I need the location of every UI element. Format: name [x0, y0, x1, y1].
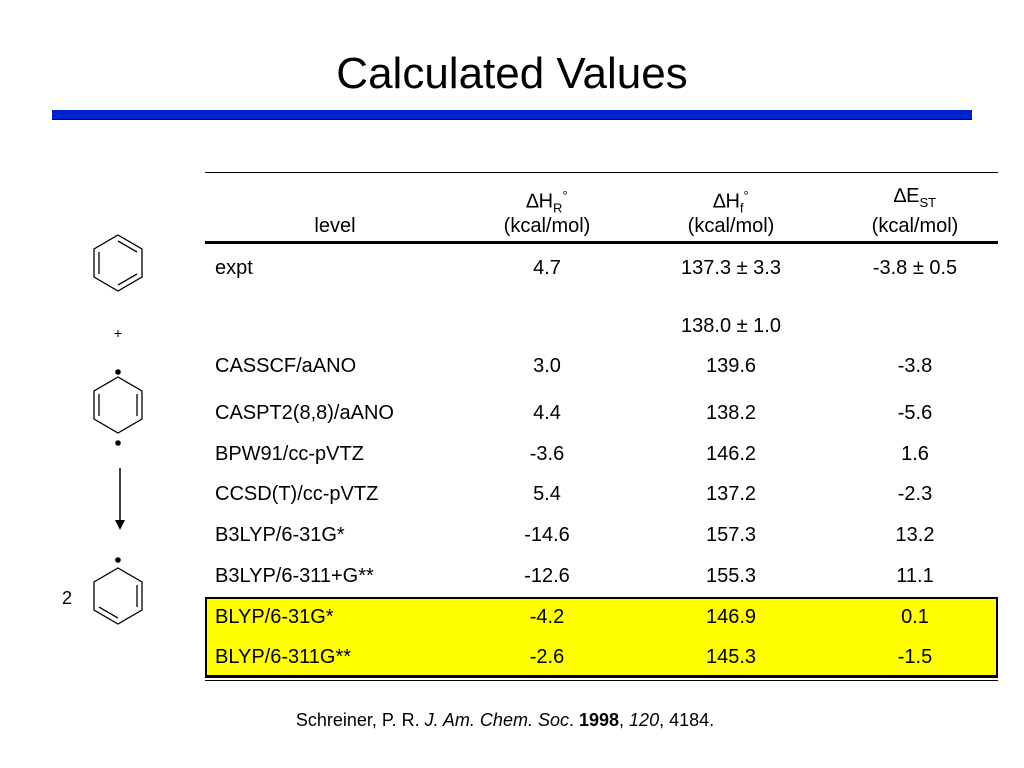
benzene [93, 234, 143, 292]
cell-value: -14.6 [524, 524, 570, 546]
cell-value: -3.6 [529, 443, 565, 465]
cell-value: 4.7 [533, 257, 561, 279]
radical-dot [115, 440, 121, 446]
row-label: CASSCF/aANO [215, 355, 357, 377]
symbol: ∆H [526, 190, 554, 213]
header-symbol: ∆EST [825, 184, 1005, 215]
p-benzyne [93, 376, 143, 434]
cell-value: -5.6 [897, 402, 933, 424]
header-symbol: ∆Hf° [641, 184, 821, 221]
citation-part: , [619, 710, 630, 730]
plus-sign: + [114, 325, 122, 341]
header-cell: level [314, 215, 356, 237]
row-label: expt [215, 257, 253, 279]
header-rule [205, 241, 998, 244]
cell-value: -3.8 [897, 355, 933, 377]
symbol: ∆E [893, 185, 920, 207]
cell-value: 4.4 [533, 402, 561, 424]
row-label: CASPT2(8,8)/aANO [215, 402, 394, 424]
radical-dot [115, 369, 121, 375]
header-unit: (kcal/mol) [687, 215, 775, 237]
bottom-rule [205, 680, 998, 681]
cell-value: -2.3 [897, 483, 933, 505]
cell-value: 138.0 ± 1.0 [681, 315, 781, 337]
cell-value: 11.1 [896, 565, 934, 587]
cell-value: 146.2 [705, 443, 757, 465]
row-label: CCSD(T)/cc-pVTZ [215, 483, 379, 505]
row-label: B3LYP/6-31G* [215, 524, 345, 546]
superscript: ° [743, 188, 749, 203]
coefficient: 2 [62, 588, 72, 608]
header-unit: (kcal/mol) [503, 215, 591, 237]
citation-part: , 4184. [659, 710, 715, 730]
highlight [205, 597, 998, 677]
row-label: BPW91/cc-pVTZ [215, 443, 364, 465]
citation-part: 120 [629, 710, 660, 730]
citation: Schreiner, P. R. J. Am. Chem. Soc. 1998,… [0, 708, 1010, 732]
cell-value: -3.8 ± 0.5 [872, 257, 958, 279]
header-unit: (kcal/mol) [871, 215, 959, 237]
cell-value: 1.6 [901, 443, 929, 465]
row-label: BLYP/6-311G** [215, 646, 352, 668]
header-symbol: ∆HR° [457, 184, 637, 221]
title-bar [52, 110, 972, 120]
cell-value: 139.6 [705, 355, 757, 377]
cell-value: 0.1 [901, 606, 929, 628]
cell-value: -2.6 [529, 646, 565, 668]
cell-value: 3.0 [533, 355, 561, 377]
superscript: ° [562, 188, 568, 203]
cell-value: 138.2 [705, 402, 757, 424]
citation-part: J. Am. Chem. Soc [424, 710, 569, 730]
cell-value: -12.6 [524, 565, 570, 587]
cell-value: 137.3 ± 3.3 [681, 257, 781, 279]
cell-value: 13.2 [895, 524, 935, 546]
citation-part: . [568, 710, 579, 730]
cell-value: 157.3 [705, 524, 757, 546]
subscript: f [739, 200, 744, 216]
cell-value: -4.2 [529, 606, 565, 628]
cell-value: 146.9 [705, 606, 757, 628]
citation-part: Schreiner, P. R. [295, 710, 425, 730]
cell-value: -1.5 [897, 646, 933, 668]
bottom-rule [205, 677, 998, 678]
cell-value: 155.3 [705, 565, 757, 587]
slide-title: Calculated Values [336, 49, 688, 98]
radical-dot [115, 557, 121, 563]
citation-part: 1998 [578, 710, 620, 730]
phenyl-radical [93, 567, 143, 625]
top-rule [205, 172, 998, 173]
cell-value: 145.3 [705, 646, 757, 668]
row-label: B3LYP/6-311+G** [215, 565, 374, 587]
row-label: BLYP/6-31G* [215, 606, 334, 628]
cell-value: 137.2 [705, 483, 757, 505]
reaction-scheme: + 2 [62, 234, 143, 625]
subscript: ST [919, 195, 937, 210]
symbol: ∆H [713, 190, 740, 213]
subscript: R [553, 200, 563, 216]
cell-value: 5.4 [533, 483, 561, 505]
